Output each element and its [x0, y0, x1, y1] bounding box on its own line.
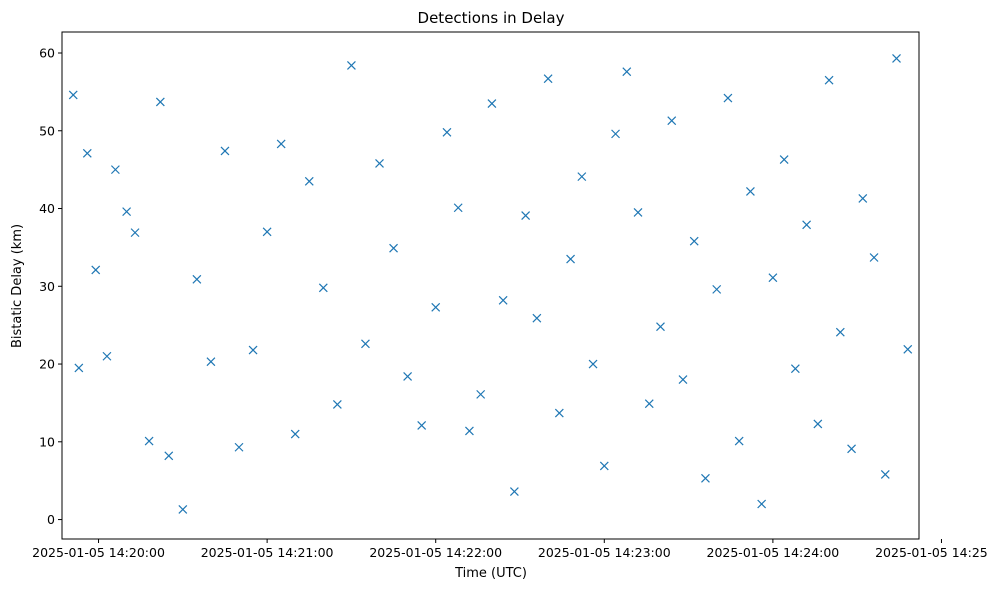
x-tick-label: 2025-01-05 14:21:00 — [201, 545, 334, 560]
data-point — [248, 345, 258, 355]
data-point — [644, 399, 654, 409]
data-point — [68, 90, 78, 100]
data-point — [346, 61, 356, 70]
data-point — [858, 193, 868, 203]
data-point — [543, 74, 553, 84]
y-tick-label: 50 — [39, 123, 55, 138]
data-point — [656, 322, 665, 332]
data-point — [318, 283, 328, 293]
data-point — [701, 473, 710, 483]
data-point — [622, 67, 632, 77]
data-point — [824, 75, 834, 85]
data-point — [442, 127, 452, 137]
data-point — [465, 426, 474, 436]
data-point — [723, 93, 733, 103]
data-point — [164, 451, 174, 461]
data-point — [178, 505, 188, 514]
data-point — [566, 254, 576, 264]
data-point — [712, 284, 722, 294]
data-point — [276, 139, 286, 149]
y-tick-label: 20 — [39, 357, 55, 372]
data-point — [290, 429, 300, 439]
chart-title: Detections in Delay — [418, 9, 565, 27]
x-axis-ticks: 2025-01-05 14:20:00 2025-01-05 14:21:00 20… — [32, 539, 989, 560]
data-point — [220, 146, 230, 156]
data-point — [869, 253, 879, 262]
data-point — [431, 302, 441, 312]
data-point — [332, 400, 342, 409]
data-point — [110, 165, 120, 175]
x-tick-label: 2025-01-05 14:20:00 — [32, 545, 165, 560]
y-tick-label: 40 — [39, 201, 55, 216]
x-tick-label: 2025-01-05 14:22:00 — [369, 545, 502, 560]
data-point — [532, 313, 542, 323]
data-point — [82, 148, 92, 158]
data-point — [487, 99, 497, 108]
data-point — [588, 359, 598, 369]
data-point — [779, 155, 789, 164]
x-tick-label: 2025-01-05 14:25:00 — [875, 545, 989, 560]
y-tick-label: 10 — [39, 434, 55, 449]
data-points — [68, 54, 913, 514]
data-point — [130, 228, 140, 238]
data-point — [375, 158, 384, 168]
data-point — [262, 227, 272, 237]
data-point — [102, 351, 112, 361]
data-point — [521, 211, 531, 220]
data-point — [206, 357, 216, 367]
data-point — [192, 274, 202, 284]
data-point — [734, 436, 744, 446]
y-tick-label: 0 — [47, 512, 55, 527]
x-tick-label: 2025-01-05 14:23:00 — [538, 545, 671, 560]
data-point — [476, 389, 486, 399]
y-tick-label: 60 — [39, 45, 55, 60]
data-point — [234, 442, 244, 452]
data-point — [611, 129, 620, 139]
data-point — [667, 116, 677, 126]
data-point — [155, 97, 165, 107]
data-point — [768, 273, 778, 283]
data-point — [633, 207, 643, 217]
data-point — [689, 236, 699, 246]
data-point — [880, 470, 890, 479]
plot-frame — [61, 31, 920, 540]
data-point — [790, 364, 800, 374]
data-point — [892, 54, 901, 63]
data-point — [577, 172, 587, 182]
data-point — [403, 372, 413, 381]
data-point — [599, 461, 609, 471]
data-point — [361, 339, 370, 349]
data-point — [847, 444, 856, 454]
data-point — [745, 186, 755, 196]
y-tick-label: 30 — [39, 279, 55, 294]
data-point — [903, 344, 913, 354]
data-point — [453, 203, 463, 213]
data-point — [509, 487, 519, 496]
y-axis-ticks: 0 10 20 30 40 50 60 — [39, 45, 62, 527]
data-point — [813, 419, 823, 429]
data-point — [678, 375, 688, 385]
data-point — [802, 220, 812, 230]
data-point — [91, 265, 101, 275]
data-point — [417, 421, 427, 430]
data-point — [389, 243, 398, 253]
x-tick-label: 2025-01-05 14:24:00 — [707, 545, 840, 560]
data-point — [144, 436, 154, 446]
y-axis-title: Bistatic Delay (km) — [10, 224, 25, 348]
data-point — [757, 499, 767, 509]
x-axis-title: Time (UTC) — [454, 566, 527, 581]
data-point — [835, 327, 845, 337]
data-point — [554, 408, 564, 418]
data-point — [498, 295, 508, 305]
data-point — [122, 207, 132, 217]
data-point — [74, 363, 84, 373]
data-point — [304, 176, 314, 186]
